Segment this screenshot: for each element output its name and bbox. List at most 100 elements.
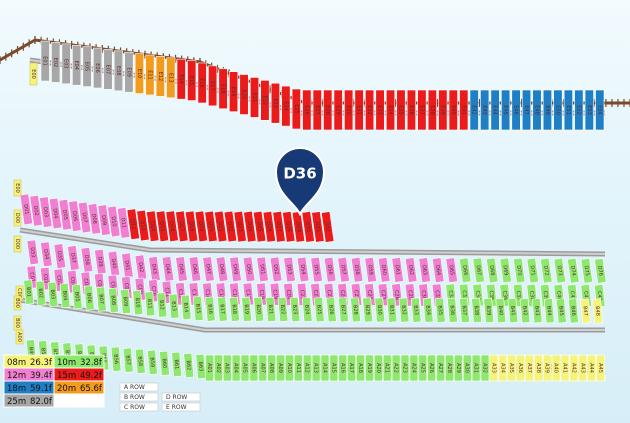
slip-e21[interactable]: E21 bbox=[249, 77, 260, 118]
slip-e13[interactable]: E13 bbox=[166, 57, 176, 99]
slip-d73[interactable]: D73 bbox=[553, 257, 567, 284]
slip-body[interactable] bbox=[587, 354, 596, 382]
slip-body[interactable] bbox=[180, 294, 192, 320]
slip-e45[interactable]: E45 bbox=[501, 89, 511, 131]
slip-a28[interactable]: A28 bbox=[445, 354, 454, 382]
slip-b61[interactable]: B61 bbox=[171, 351, 182, 378]
slip-body[interactable] bbox=[47, 281, 59, 308]
slip-b20[interactable]: B20 bbox=[253, 296, 265, 322]
slip-body[interactable] bbox=[391, 354, 401, 382]
slip-a43[interactable]: A43 bbox=[578, 354, 588, 382]
slip-body[interactable] bbox=[171, 351, 182, 378]
slip-body[interactable] bbox=[519, 298, 531, 324]
slip-body[interactable] bbox=[223, 210, 238, 243]
slip-a27[interactable]: A27 bbox=[436, 354, 445, 382]
slip-body[interactable] bbox=[472, 257, 485, 284]
slip-d50[interactable]: D50 bbox=[242, 256, 256, 283]
slip-body[interactable] bbox=[567, 257, 580, 284]
slip-body[interactable] bbox=[249, 77, 260, 118]
pin-marker[interactable] bbox=[274, 147, 326, 217]
slip-body[interactable] bbox=[409, 354, 419, 382]
slip-body[interactable] bbox=[269, 256, 283, 283]
slip-body[interactable] bbox=[239, 74, 249, 115]
slip-b63[interactable]: B63 bbox=[195, 353, 207, 380]
slip-body[interactable] bbox=[350, 297, 361, 323]
slip-body[interactable] bbox=[555, 298, 567, 324]
slip-body[interactable] bbox=[436, 354, 445, 382]
slip-body[interactable] bbox=[542, 89, 553, 131]
slip-b31[interactable]: B31 bbox=[386, 297, 398, 323]
slip-body[interactable] bbox=[168, 293, 180, 319]
slip-body[interactable] bbox=[92, 47, 103, 89]
slip-body[interactable] bbox=[208, 65, 218, 107]
slip-body[interactable] bbox=[534, 354, 543, 382]
slip-body[interactable] bbox=[258, 354, 268, 382]
slip-b59[interactable]: B59 bbox=[147, 349, 158, 375]
slip-body[interactable] bbox=[272, 210, 286, 243]
slip-body[interactable] bbox=[116, 207, 131, 239]
slip-body[interactable] bbox=[580, 257, 594, 284]
slip-d02[interactable]: D02 bbox=[29, 194, 43, 227]
slip-d10[interactable]: D10 bbox=[107, 205, 121, 238]
slip-e52[interactable]: E52 bbox=[574, 89, 584, 131]
slip-e12[interactable]: E12 bbox=[155, 56, 165, 97]
slip-body[interactable] bbox=[483, 297, 495, 324]
slip-a12[interactable]: A12 bbox=[302, 354, 312, 382]
slip-body[interactable] bbox=[454, 354, 463, 382]
slip-d49[interactable]: D49 bbox=[229, 256, 242, 283]
slip-a26[interactable]: A26 bbox=[427, 354, 436, 382]
slip-d22[interactable]: D22 bbox=[223, 210, 238, 243]
slip-body[interactable] bbox=[448, 89, 458, 131]
slip-a21[interactable]: A21 bbox=[382, 354, 392, 382]
slip-body[interactable] bbox=[281, 85, 291, 127]
slip-b09[interactable]: B09 bbox=[120, 288, 131, 315]
slip-d08[interactable]: D08 bbox=[87, 203, 102, 235]
slip-b62[interactable]: B62 bbox=[183, 352, 195, 379]
slip-e08[interactable]: E08 bbox=[113, 50, 124, 92]
slip-body[interactable] bbox=[469, 89, 479, 131]
slip-a33[interactable]: A33 bbox=[489, 354, 499, 382]
slip-d58[interactable]: D58 bbox=[350, 256, 364, 283]
slip-body[interactable] bbox=[569, 354, 579, 382]
slip-b22[interactable]: B22 bbox=[277, 296, 289, 323]
slip-body[interactable] bbox=[521, 89, 532, 131]
slip-body[interactable] bbox=[325, 297, 337, 323]
slip-d41[interactable]: D41 bbox=[121, 252, 134, 279]
slip-body[interactable] bbox=[265, 296, 277, 323]
slip-e19[interactable]: E19 bbox=[229, 71, 239, 112]
slip-b30[interactable]: B30 bbox=[374, 297, 386, 323]
slip-body[interactable] bbox=[499, 257, 512, 284]
slip-b25[interactable]: B25 bbox=[313, 297, 325, 323]
slip-body[interactable] bbox=[375, 89, 385, 131]
slip-body[interactable] bbox=[445, 354, 454, 382]
slip-b07[interactable]: B07 bbox=[96, 286, 107, 312]
slip-d34[interactable]: D34 bbox=[40, 241, 53, 268]
slip-d20[interactable]: D20 bbox=[204, 210, 218, 243]
slip-body[interactable] bbox=[97, 204, 111, 236]
slip-body[interactable] bbox=[256, 256, 269, 283]
slip-body[interactable] bbox=[294, 354, 303, 382]
slip-body[interactable] bbox=[574, 89, 584, 131]
slip-body[interactable] bbox=[459, 297, 470, 323]
slip-d36[interactable]: D36 bbox=[282, 211, 296, 243]
slip-d44[interactable]: D44 bbox=[161, 256, 175, 282]
slip-d21[interactable]: D21 bbox=[214, 210, 228, 243]
slip-a23[interactable]: A23 bbox=[400, 354, 410, 382]
slip-d55[interactable]: D55 bbox=[310, 256, 323, 283]
slip-e15[interactable]: E15 bbox=[187, 60, 197, 101]
slip-d63[interactable]: D63 bbox=[418, 257, 431, 283]
slip-body[interactable] bbox=[323, 89, 333, 131]
slip-body[interactable] bbox=[313, 297, 325, 323]
slip-a39[interactable]: A39 bbox=[542, 354, 552, 382]
slip-body[interactable] bbox=[516, 354, 525, 382]
slip-a36[interactable]: A36 bbox=[516, 354, 525, 382]
slip-body[interactable] bbox=[144, 291, 156, 317]
slip-body[interactable] bbox=[19, 193, 33, 226]
slip-body[interactable] bbox=[283, 256, 296, 283]
slip-body[interactable] bbox=[147, 349, 158, 375]
slip-body[interactable] bbox=[23, 279, 35, 305]
slip-body[interactable] bbox=[302, 89, 312, 131]
slip-body[interactable] bbox=[241, 296, 252, 322]
slip-b03[interactable]: B03 bbox=[47, 281, 59, 308]
slip-d51[interactable]: D51 bbox=[256, 256, 269, 283]
